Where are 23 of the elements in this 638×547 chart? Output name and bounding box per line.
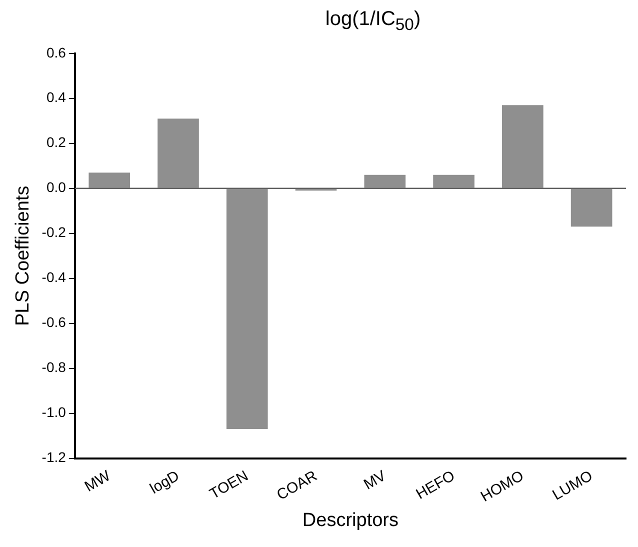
y-tick-label: -1.2 [42, 449, 66, 466]
y-axis-title: PLS Coefficients [12, 186, 34, 326]
y-tick-label: -0.8 [42, 359, 66, 376]
bar [88, 172, 130, 188]
bar [226, 188, 268, 430]
chart-title: log(1/IC$_{50}$) [324, 8, 422, 36]
x-axis-title: Descriptors [302, 510, 398, 531]
bar [570, 188, 612, 227]
x-tick-label: MW [82, 466, 114, 496]
y-tick-label: -1.0 [42, 404, 66, 420]
bar [364, 174, 406, 188]
x-tick-label: logD [147, 467, 182, 498]
y-tick-label: 0.4 [46, 89, 66, 106]
y-tick-label: 0.2 [46, 134, 66, 150]
x-tick-label: MV [360, 467, 389, 494]
y-tick-label: 0.6 [46, 44, 66, 60]
y-tick-label: -0.2 [42, 224, 66, 240]
y-tick-label: 0.0 [46, 179, 66, 196]
y-tick-label: -0.4 [42, 269, 66, 286]
bar [502, 105, 544, 188]
y-tick-label: -0.6 [42, 314, 66, 330]
bar [433, 174, 474, 188]
bar [158, 118, 199, 188]
